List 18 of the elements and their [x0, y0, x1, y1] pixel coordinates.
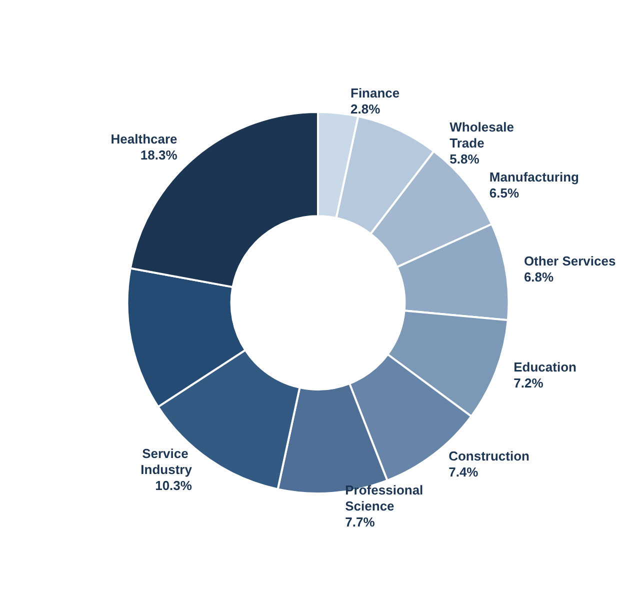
data-label: 10.3% — [155, 478, 192, 494]
slice-label: Construction — [448, 448, 530, 464]
slice-label: Manufacturing — [489, 170, 580, 185]
slice-label: Wholesale Trade — [450, 120, 518, 151]
slice-label: Education — [514, 360, 577, 375]
slice-label: Healthcare — [110, 131, 178, 146]
slice-label: Service Industry — [140, 446, 193, 478]
data-label: 2.8% — [350, 102, 381, 117]
data-label: 7.7% — [345, 514, 376, 530]
data-label: 7.2% — [514, 376, 544, 391]
data-label: 6.5% — [489, 186, 520, 201]
slice-label: Professional Science — [345, 482, 427, 514]
data-label: 5.8% — [450, 152, 480, 167]
data-label: 18.3% — [140, 147, 178, 162]
slice-label: Finance — [350, 86, 400, 101]
data-label: 7.4% — [448, 464, 479, 480]
data-label: 6.8% — [524, 270, 554, 285]
slice-label: Other Services — [524, 254, 616, 269]
